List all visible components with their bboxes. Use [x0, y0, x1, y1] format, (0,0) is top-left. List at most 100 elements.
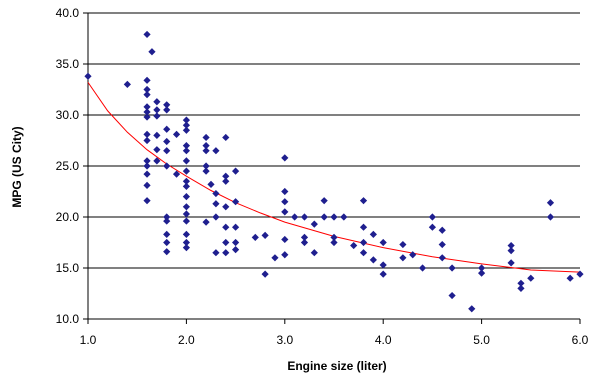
data-point-125 [517, 279, 525, 287]
data-point-6 [143, 103, 151, 111]
data-point-77 [261, 231, 269, 239]
data-point-20 [153, 131, 161, 139]
data-point-93 [320, 213, 328, 221]
data-point-49 [182, 230, 190, 238]
data-point-26 [163, 137, 171, 146]
data-point-110 [409, 251, 417, 259]
data-point-78 [261, 270, 269, 278]
data-point-86 [291, 213, 299, 221]
data-point-13 [143, 170, 151, 178]
data-point-1 [123, 80, 131, 88]
data-point-103 [369, 230, 377, 238]
data-point-36 [182, 116, 190, 124]
data-point-71 [232, 167, 240, 175]
data-point-56 [202, 167, 210, 175]
data-point-114 [438, 226, 446, 234]
axes [83, 12, 581, 324]
data-point-70 [222, 249, 230, 257]
data-point-48 [182, 217, 190, 225]
data-point-80 [281, 154, 289, 162]
data-point-31 [163, 230, 171, 238]
data-point-127 [527, 274, 535, 282]
data-point-10 [143, 136, 151, 145]
data-point-98 [350, 241, 358, 250]
data-point-79 [271, 254, 279, 262]
data-point-11 [143, 157, 151, 165]
data-point-75 [232, 246, 240, 254]
data-point-91 [310, 249, 318, 257]
y-axis-title: MPG (US City) [10, 126, 24, 207]
data-point-68 [222, 223, 230, 231]
data-point-9 [143, 130, 151, 138]
y-tick-label: 25.0 [56, 159, 80, 173]
data-point-102 [359, 249, 368, 257]
data-point-29 [163, 213, 171, 221]
data-point-21 [153, 146, 161, 154]
data-point-35 [172, 130, 181, 138]
data-point-51 [182, 244, 190, 252]
y-tick-label: 40.0 [56, 6, 80, 20]
gridlines [88, 12, 580, 320]
data-point-32 [163, 238, 171, 247]
data-point-113 [428, 223, 436, 231]
data-point-95 [330, 233, 338, 241]
x-tick-label: 3.0 [276, 333, 293, 347]
data-point-12 [143, 162, 151, 170]
data-point-129 [546, 213, 555, 221]
data-point-128 [546, 199, 555, 207]
data-point-123 [507, 247, 515, 255]
data-point-124 [507, 259, 515, 267]
data-point-69 [222, 238, 230, 247]
data-point-84 [281, 235, 289, 244]
y-tick-label: 20.0 [56, 210, 80, 224]
trendline [87, 82, 581, 273]
data-point-126 [517, 284, 525, 292]
data-point-15 [143, 197, 151, 205]
data-point-55 [202, 162, 210, 170]
data-point-89 [300, 238, 309, 247]
data-point-63 [212, 249, 220, 257]
data-point-23 [163, 101, 171, 109]
x-tick-label: 4.0 [375, 333, 392, 347]
data-point-108 [399, 240, 407, 249]
data-point-60 [212, 189, 220, 198]
data-point-57 [202, 218, 210, 226]
data-point-64 [222, 133, 230, 142]
data-point-81 [281, 187, 289, 196]
x-axis-title: Engine size (liter) [287, 359, 386, 373]
data-point-50 [182, 238, 190, 247]
x-tick-label: 5.0 [473, 333, 490, 347]
data-point-74 [232, 238, 240, 247]
x-tick-label: 2.0 [178, 333, 195, 347]
data-point-44 [182, 182, 190, 190]
data-point-82 [281, 198, 289, 206]
data-point-97 [340, 213, 348, 221]
data-point-27 [163, 147, 171, 155]
data-point-87 [300, 213, 309, 221]
data-point-14 [143, 181, 151, 189]
data-point-39 [182, 142, 190, 150]
data-point-2 [143, 30, 151, 39]
data-point-5 [143, 91, 151, 99]
data-point-119 [468, 305, 476, 313]
data-point-4 [143, 85, 151, 94]
data-point-73 [232, 223, 240, 231]
data-point-100 [359, 223, 368, 231]
data-point-54 [202, 147, 210, 155]
data-point-85 [281, 251, 289, 259]
data-point-59 [212, 147, 220, 155]
data-point-58 [207, 180, 215, 188]
data-point-107 [379, 270, 387, 278]
data-point-19 [153, 112, 161, 120]
data-point-7 [143, 108, 151, 116]
data-point-52 [202, 133, 210, 142]
data-point-105 [379, 238, 387, 247]
y-tick-label: 15.0 [56, 261, 80, 275]
data-point-22 [153, 157, 161, 165]
data-point-33 [163, 248, 171, 256]
data-point-24 [163, 106, 171, 114]
data-point-8 [143, 113, 151, 121]
data-point-66 [222, 177, 230, 185]
data-point-118 [448, 291, 456, 300]
